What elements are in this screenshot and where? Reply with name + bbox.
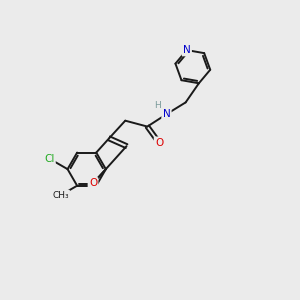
Text: H: H [154, 101, 160, 110]
Text: O: O [89, 178, 97, 188]
Text: Cl: Cl [44, 154, 55, 164]
Text: O: O [155, 138, 163, 148]
Text: N: N [163, 109, 170, 119]
Text: CH₃: CH₃ [52, 191, 69, 200]
Text: N: N [183, 45, 191, 55]
